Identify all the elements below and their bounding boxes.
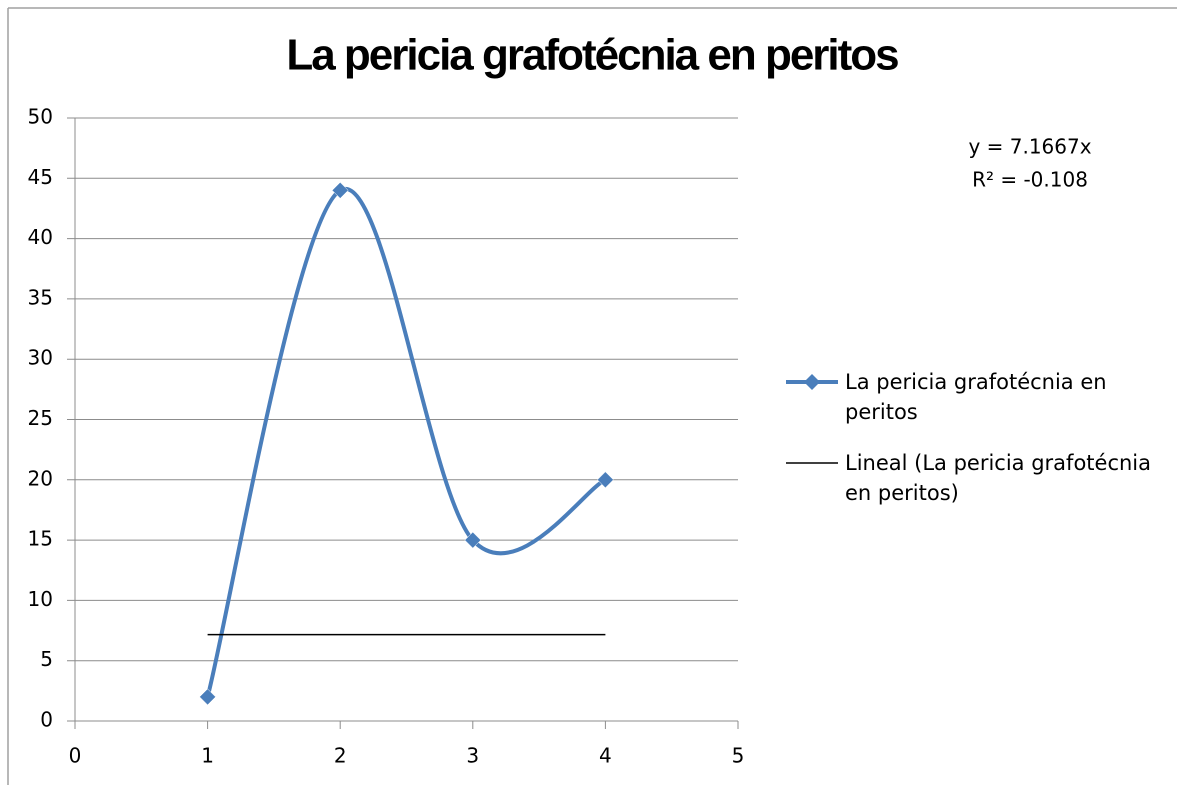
- marker: [199, 688, 216, 706]
- y-tick-label: 45: [28, 165, 53, 189]
- legend-label: Lineal (La pericia grafotécnia en perito…: [845, 451, 1152, 505]
- series-line: [205, 186, 607, 698]
- x-tick-label: 0: [69, 744, 82, 768]
- legend-marker: [804, 374, 820, 390]
- y-tick-label: 20: [28, 466, 53, 490]
- y-tick-label: 35: [28, 285, 53, 309]
- marker: [331, 182, 349, 199]
- y-tick-label: 10: [28, 587, 53, 611]
- chart-title: La pericia grafotécnia en peritos: [286, 31, 898, 80]
- x-tick-label: 1: [201, 744, 214, 768]
- marker: [464, 531, 482, 549]
- y-tick-label: 40: [28, 225, 53, 249]
- x-tick-label: 5: [732, 744, 745, 768]
- y-tick-label: 5: [40, 647, 53, 671]
- marker: [597, 471, 614, 489]
- y-tick-label: 25: [28, 406, 53, 430]
- annotation: R² = -0.108: [972, 168, 1088, 192]
- x-tick-label: 2: [334, 744, 347, 768]
- y-tick-label: 0: [40, 708, 53, 732]
- y-tick-label: 15: [28, 527, 53, 551]
- annotation: y = 7.1667x: [968, 135, 1091, 159]
- y-tick-label: 30: [28, 346, 53, 370]
- x-tick-label: 3: [466, 744, 479, 768]
- x-tick-label: 4: [599, 744, 612, 768]
- y-tick-label: 50: [28, 105, 53, 129]
- legend-label: La pericia grafotécnia en peritos: [845, 370, 1107, 424]
